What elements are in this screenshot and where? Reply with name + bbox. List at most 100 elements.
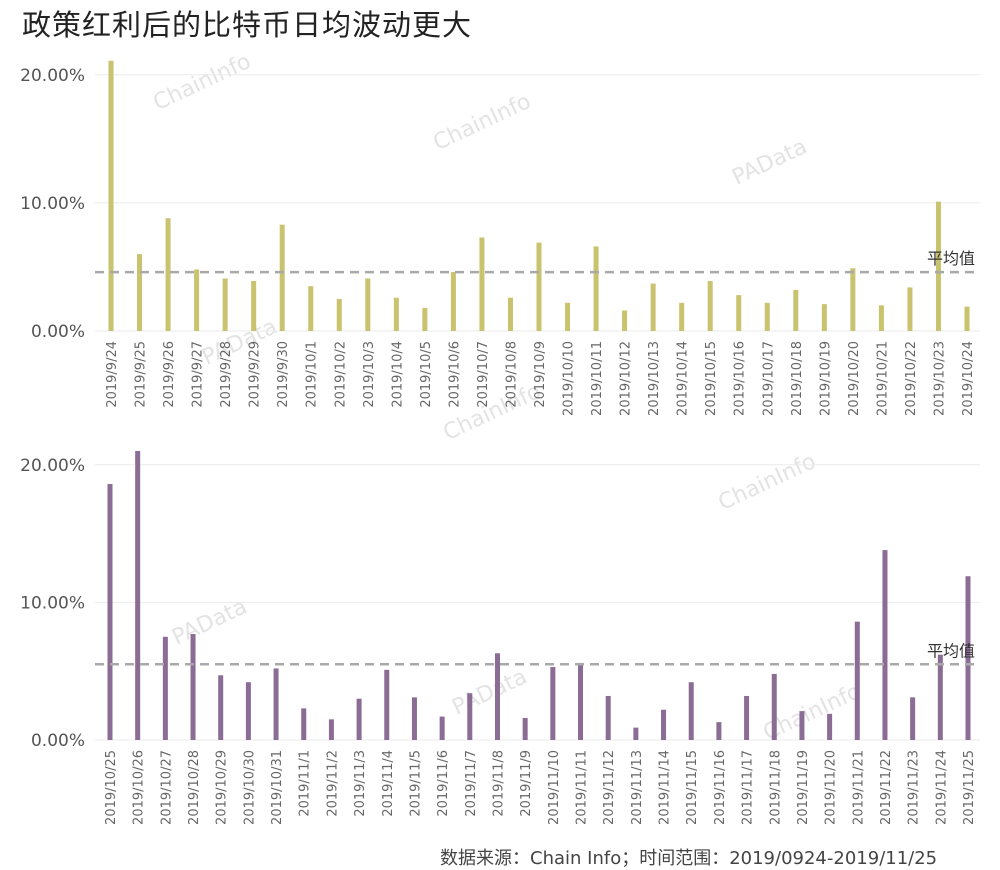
bar <box>137 254 143 331</box>
average-label: 平均值 <box>927 249 975 268</box>
bar <box>793 290 799 331</box>
bar <box>882 550 888 740</box>
bar <box>522 717 528 740</box>
bar <box>605 695 611 740</box>
bar <box>744 695 750 740</box>
bar <box>937 654 943 740</box>
bar <box>854 621 860 740</box>
x-tick-label: 2019/10/26 <box>132 750 147 825</box>
bar <box>736 295 742 331</box>
bar <box>965 576 971 740</box>
bar <box>467 693 473 740</box>
y-tick-label: 20.00% <box>20 456 85 476</box>
bar <box>565 302 571 331</box>
bar <box>907 287 913 331</box>
x-tick-label: 2019/9/24 <box>105 341 120 408</box>
x-tick-label: 2019/11/9 <box>519 750 534 817</box>
x-tick-label: 2019/11/23 <box>907 750 922 825</box>
y-tick-label: 20.00% <box>20 66 85 86</box>
bar <box>273 668 279 740</box>
x-tick-label: 2019/10/21 <box>875 341 890 415</box>
x-tick-label: 2019/11/5 <box>408 750 423 817</box>
x-tick-label: 2019/10/20 <box>847 341 862 415</box>
bar <box>194 269 200 331</box>
bar <box>935 201 941 331</box>
bar <box>308 286 314 331</box>
x-tick-label: 2019/11/22 <box>879 750 894 825</box>
bar <box>550 667 556 740</box>
bottom-bar-chart: 0.00% 10.00% 20.00% 平均值 2019/10/25 2019/10/26… <box>20 451 980 825</box>
x-tick-label: 2019/10/2 <box>333 341 348 408</box>
x-tick-label: 2019/10/31 <box>270 750 285 825</box>
x-tick-label: 2019/11/14 <box>658 750 673 825</box>
x-tick-label: 2019/10/6 <box>447 341 462 408</box>
bar <box>827 713 833 740</box>
x-tick-label: 2019/10/9 <box>533 341 548 408</box>
bar <box>190 634 196 740</box>
average-label: 平均值 <box>927 641 975 660</box>
bar <box>910 697 916 740</box>
bar <box>688 682 694 740</box>
x-tick-label: 2019/9/27 <box>191 341 206 408</box>
x-tick-label: 2019/11/21 <box>851 750 866 825</box>
data-source-note: 数据来源：Chain Info；时间范围：2019/0924-2019/11/2… <box>440 848 938 869</box>
x-tick-label: 2019/10/28 <box>187 750 202 825</box>
x-tick-label: 2019/10/23 <box>932 341 947 415</box>
x-tick-label: 2019/11/19 <box>796 750 811 825</box>
bar <box>964 306 970 331</box>
bar <box>356 698 362 740</box>
y-tick-label: 0.00% <box>31 731 85 751</box>
x-tick-label: 2019/10/16 <box>733 341 748 415</box>
x-tick-label: 2019/10/15 <box>704 341 719 415</box>
bar <box>422 307 428 331</box>
x-tick-label: 2019/11/25 <box>962 750 977 825</box>
bar <box>165 218 171 331</box>
bar <box>479 237 485 331</box>
x-tick-label: 2019/11/10 <box>547 750 562 825</box>
bar <box>107 484 113 740</box>
x-tick-label: 2019/9/25 <box>134 341 149 408</box>
x-tick-label: 2019/11/6 <box>436 750 451 817</box>
bar <box>771 673 777 740</box>
bar <box>108 60 114 331</box>
x-tick-label: 2019/11/13 <box>630 750 645 825</box>
y-tick-label: 0.00% <box>31 322 85 342</box>
bar <box>218 675 224 740</box>
x-tick-label: 2019/10/12 <box>619 341 634 415</box>
x-tick-label: 2019/11/1 <box>298 750 313 817</box>
bar <box>222 278 228 331</box>
bar <box>622 310 628 331</box>
x-tick-label: 2019/11/17 <box>741 750 756 825</box>
x-tick-label: 2019/10/17 <box>761 341 776 415</box>
x-tick-label: 2019/10/7 <box>476 341 491 408</box>
x-tick-label: 2019/11/12 <box>602 750 617 825</box>
bar <box>536 242 542 331</box>
bar <box>279 224 285 331</box>
bar <box>450 272 456 331</box>
x-tick-label: 2019/11/7 <box>464 750 479 817</box>
bar <box>764 302 770 331</box>
bar <box>578 662 584 740</box>
x-tick-label: 2019/11/16 <box>713 750 728 825</box>
bar <box>878 305 884 331</box>
x-tick-label: 2019/10/11 <box>590 341 605 415</box>
bar <box>716 722 722 740</box>
bar <box>707 281 713 331</box>
x-tick-label: 2019/11/4 <box>381 750 396 817</box>
bar <box>661 709 667 740</box>
x-tick-label: 2019/11/11 <box>575 750 590 825</box>
bar <box>593 246 599 331</box>
x-tick-label: 2019/10/30 <box>242 750 257 825</box>
bar <box>393 297 399 331</box>
bar <box>411 697 417 740</box>
x-tick-label: 2019/10/1 <box>305 341 320 408</box>
bar <box>850 268 856 331</box>
x-tick-label: 2019/10/19 <box>818 341 833 415</box>
x-tick-label: 2019/11/18 <box>768 750 783 825</box>
x-tick-label: 2019/10/29 <box>215 750 230 825</box>
bar <box>245 682 251 740</box>
bar <box>799 711 805 740</box>
x-tick-label: 2019/10/18 <box>790 341 805 415</box>
bar <box>679 302 685 331</box>
bar <box>821 304 827 331</box>
